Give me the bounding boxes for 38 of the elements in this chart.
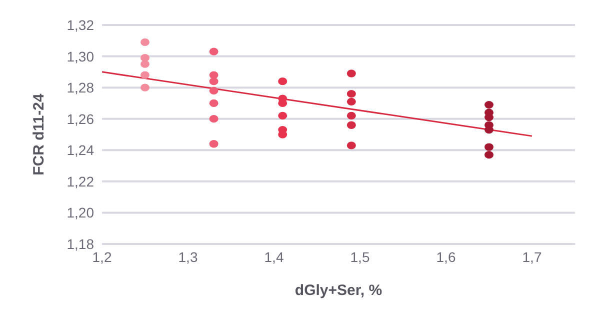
point — [140, 71, 150, 79]
point — [140, 84, 150, 92]
point — [346, 142, 356, 150]
y-axis-title: FCR d11-24 — [30, 93, 48, 176]
y-tick-label: 1,24 — [66, 142, 94, 158]
point — [346, 70, 356, 78]
point — [346, 112, 356, 120]
point — [209, 86, 218, 95]
y-tick-label: 1,22 — [66, 173, 94, 190]
point — [278, 77, 288, 86]
point — [209, 115, 218, 123]
y-tick-label: 1,26 — [66, 110, 94, 127]
y-tick-label: 1,20 — [66, 204, 94, 221]
y-tick-label: 1,28 — [66, 80, 94, 96]
point — [484, 151, 494, 159]
x-axis-title: dGly+Ser, % — [294, 282, 382, 299]
point — [209, 48, 218, 56]
point — [209, 77, 218, 86]
point — [209, 99, 218, 108]
y-tick-label: 1,30 — [66, 48, 94, 64]
point — [140, 38, 150, 46]
point — [484, 143, 494, 151]
x-tick-label: 1,4 — [264, 248, 284, 265]
x-tick-label: 1,3 — [178, 248, 198, 265]
y-tick-label: 1,32 — [66, 16, 94, 33]
y-tick-label: 1,18 — [66, 236, 94, 252]
x-tick-label: 1,6 — [436, 248, 456, 265]
point — [209, 140, 218, 148]
point — [484, 100, 494, 109]
point — [346, 121, 356, 129]
x-tick-label: 1,2 — [92, 248, 112, 265]
point — [140, 54, 150, 62]
point — [278, 112, 288, 120]
point — [346, 98, 356, 106]
x-tick-label: 1,5 — [350, 248, 370, 265]
x-tick-label: 1,7 — [522, 248, 542, 265]
point — [346, 90, 356, 98]
point — [140, 60, 150, 68]
